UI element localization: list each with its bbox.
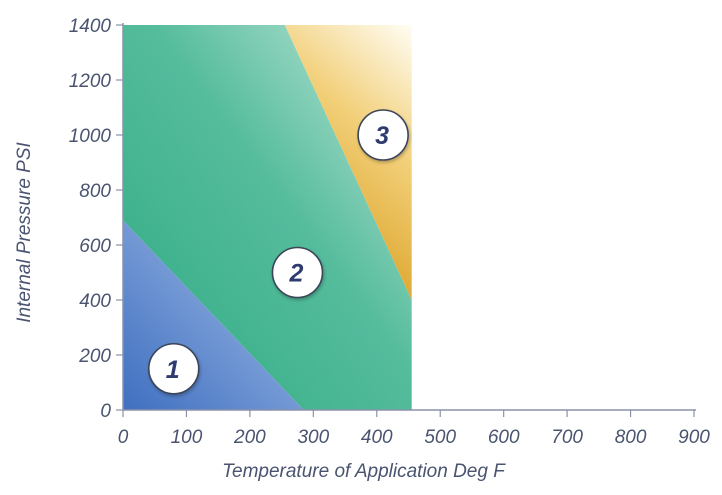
x-tick-label: 200 bbox=[233, 427, 266, 448]
y-tick-label: 1200 bbox=[69, 71, 112, 92]
y-tick-label: 600 bbox=[79, 236, 111, 257]
badge-label: 1 bbox=[166, 356, 180, 384]
badge-circle bbox=[357, 109, 409, 161]
region-badge-1: 1 bbox=[147, 342, 200, 395]
axes bbox=[116, 23, 696, 417]
badge-circle bbox=[147, 342, 200, 395]
region-badge-2: 2 bbox=[271, 246, 324, 299]
y-tick-label: 1000 bbox=[69, 126, 112, 147]
y-tick-label: 0 bbox=[100, 401, 111, 422]
region-badges: 1 2 3 bbox=[147, 109, 409, 395]
region-2 bbox=[123, 25, 412, 410]
x-tick-label: 500 bbox=[424, 427, 456, 448]
x-tick-label: 900 bbox=[678, 427, 710, 448]
x-axis-title: Temperature of Application Deg F bbox=[222, 461, 506, 482]
region-badge-3: 3 bbox=[357, 109, 409, 161]
x-tick-label: 400 bbox=[361, 427, 393, 448]
y-tick-label: 1400 bbox=[69, 16, 112, 37]
x-tick-label: 100 bbox=[171, 427, 203, 448]
y-tick-label: 400 bbox=[79, 291, 111, 312]
x-tick-label: 0 bbox=[118, 427, 129, 448]
x-tick-label: 600 bbox=[488, 427, 520, 448]
x-tick-label: 700 bbox=[551, 427, 583, 448]
y-tick-label: 800 bbox=[79, 181, 111, 202]
tick-labels: 0 100 200 300 400 500 600 700 800 900 0 200 400 600 80… bbox=[69, 16, 711, 448]
badge-circle bbox=[271, 246, 324, 299]
x-tick-label: 300 bbox=[297, 427, 329, 448]
region-3 bbox=[284, 25, 412, 300]
y-axis-title: Internal Pressure PSI bbox=[14, 141, 35, 322]
badge-label: 3 bbox=[375, 122, 389, 150]
badge-label: 2 bbox=[289, 260, 304, 288]
x-tick-label: 800 bbox=[615, 427, 647, 448]
y-tick-label: 200 bbox=[78, 346, 111, 367]
